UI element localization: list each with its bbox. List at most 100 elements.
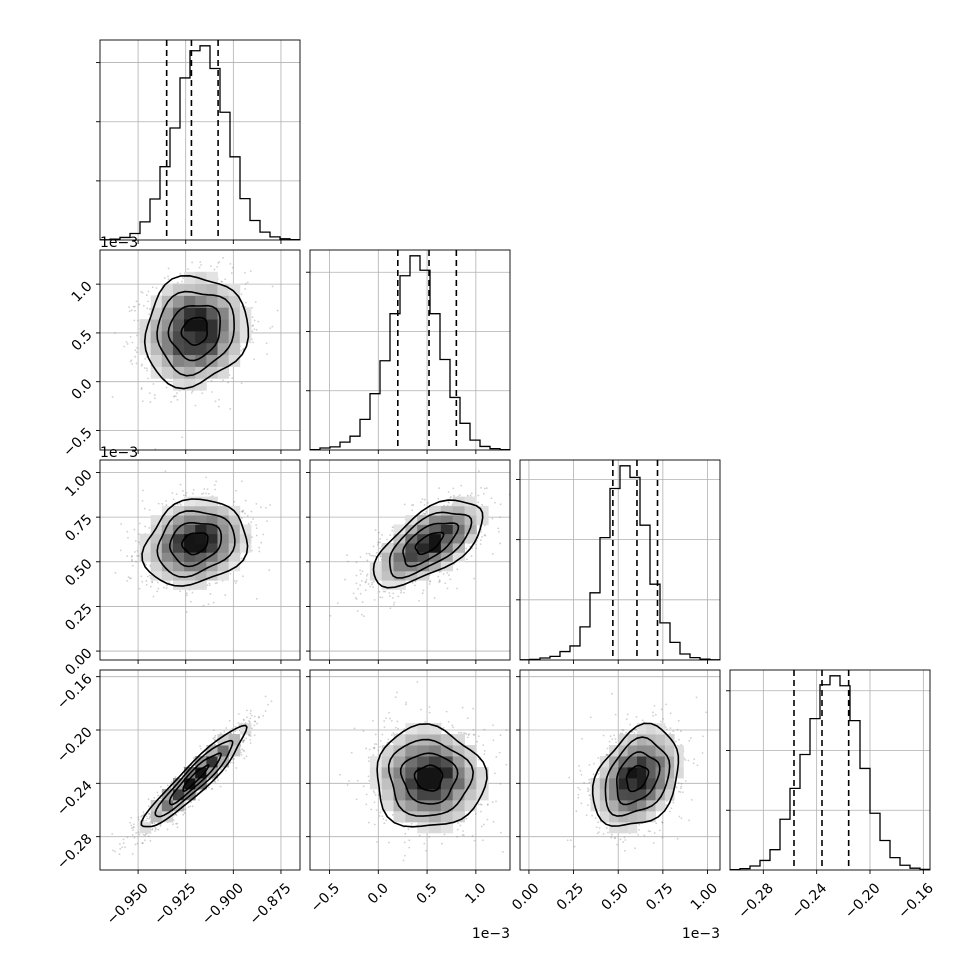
contour-line	[180, 532, 209, 556]
histogram-step	[730, 675, 930, 870]
density-cell	[440, 533, 454, 544]
sample-point	[185, 592, 188, 595]
contour-line	[414, 531, 445, 556]
sample-point	[148, 308, 151, 310]
sample-point	[423, 498, 426, 501]
sample-point	[170, 401, 173, 403]
panel-frame	[519, 459, 721, 661]
sample-point	[359, 592, 362, 595]
sample-point	[438, 581, 440, 584]
sample-point	[163, 586, 165, 589]
sample-point	[271, 325, 274, 328]
sample-point	[251, 549, 253, 552]
sample-point	[173, 395, 176, 398]
sample-point	[421, 498, 424, 501]
sample-point	[243, 750, 246, 753]
sample-point	[377, 544, 379, 546]
sample-point	[249, 712, 252, 715]
sample-point	[252, 518, 254, 520]
density-cell	[150, 307, 163, 320]
sample-point	[437, 575, 440, 578]
density-cell	[405, 552, 418, 563]
sample-point	[179, 483, 182, 486]
contour-line	[372, 499, 484, 589]
sample-point	[391, 529, 394, 532]
sample-point	[138, 303, 141, 306]
sample-point	[136, 346, 138, 349]
sample-point	[229, 732, 232, 735]
density-cell	[195, 533, 207, 544]
sample-point	[215, 480, 218, 483]
density-cell	[172, 319, 185, 332]
sample-point	[189, 805, 192, 808]
sample-point	[151, 580, 154, 583]
sample-point	[251, 306, 253, 309]
sample-point	[448, 501, 450, 504]
density-cell	[452, 515, 465, 525]
density-cell	[393, 524, 406, 535]
sample-point	[140, 388, 143, 391]
sample-point	[145, 580, 148, 582]
density-cell	[217, 330, 230, 344]
sample-point	[227, 381, 230, 384]
sample-point	[371, 581, 374, 584]
sample-point	[217, 779, 219, 782]
sample-point	[365, 574, 368, 577]
sample-point	[216, 581, 218, 584]
sample-point	[181, 436, 184, 439]
sample-point	[203, 488, 206, 490]
sample-point	[264, 506, 267, 509]
sample-point	[365, 580, 367, 583]
density-cell	[172, 378, 185, 391]
density-cell	[228, 283, 241, 296]
sample-point	[229, 262, 232, 265]
sample-point	[175, 392, 178, 395]
sample-point	[129, 335, 132, 338]
sample-point	[199, 261, 202, 264]
density-cell	[417, 561, 430, 572]
contour-line	[156, 290, 235, 377]
sample-point	[359, 556, 362, 558]
sample-point	[262, 533, 265, 536]
density-cell	[206, 533, 218, 544]
sample-point	[164, 470, 167, 473]
density-cell	[195, 342, 207, 356]
panel-frame	[99, 39, 301, 241]
sample-point	[355, 561, 358, 564]
density-cell	[217, 505, 230, 516]
sample-point	[447, 491, 450, 493]
density-cell	[150, 552, 163, 563]
contour-line	[402, 522, 460, 568]
density-cell	[206, 271, 218, 285]
sample-point	[147, 300, 150, 303]
panel-frame	[309, 249, 511, 451]
sample-point	[429, 580, 432, 583]
density-cell	[184, 524, 196, 535]
sample-point	[258, 550, 261, 553]
sample-point	[141, 363, 144, 366]
density-cell	[217, 319, 230, 332]
sample-point	[140, 290, 143, 293]
sample-point	[167, 275, 169, 278]
sample-point	[381, 534, 383, 536]
sample-point	[449, 578, 452, 581]
sample-point	[242, 741, 245, 744]
sample-point	[243, 757, 246, 760]
sample-point	[378, 590, 381, 593]
sample-point	[133, 319, 136, 322]
sample-point	[413, 584, 416, 587]
sample-point	[242, 509, 245, 512]
sample-point	[219, 732, 222, 735]
sample-point	[429, 580, 432, 583]
sample-point	[411, 581, 414, 584]
density-cell	[184, 330, 196, 344]
sample-point	[244, 301, 247, 304]
sample-point	[411, 509, 414, 512]
density-cell	[464, 533, 477, 544]
sample-point	[240, 382, 243, 385]
sample-point	[241, 480, 243, 483]
density-cell	[195, 570, 207, 581]
sample-point	[329, 614, 332, 617]
sample-point	[442, 573, 445, 575]
sample-point	[265, 342, 268, 345]
